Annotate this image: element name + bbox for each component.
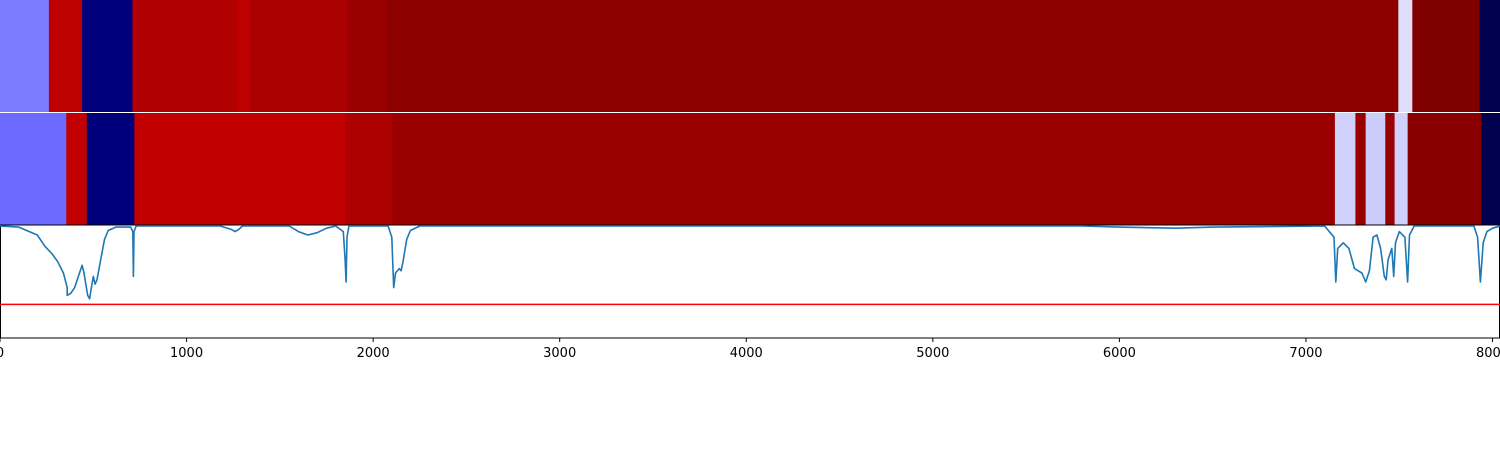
heatmap-cell-track1-3 — [82, 0, 134, 112]
heatmap-cell-track2-11 — [1394, 113, 1409, 225]
x-tick-label-2000: 2000 — [357, 346, 390, 361]
heatmap-cell-track2-4 — [134, 113, 346, 225]
heatmap-cell-track2-13 — [1481, 113, 1500, 225]
heatmap-cell-track1-11 — [1479, 0, 1500, 112]
heatmap-cell-track2-10 — [1385, 113, 1396, 225]
heatmap-cell-track1-7 — [347, 0, 387, 112]
heatmap-cell-track1-1 — [0, 0, 50, 112]
x-tick-label-0: 0 — [0, 346, 4, 361]
x-tick-label-3000: 3000 — [543, 346, 576, 361]
line-panel — [0, 224, 1500, 339]
heatmap-cell-track2-12 — [1407, 113, 1482, 225]
x-axis: 0 1000 2000 3000 4000 5000 6000 7000 8000 — [0, 338, 1500, 361]
heatmap-cell-track2-6 — [391, 113, 1336, 225]
heatmap-cell-track1-5 — [237, 0, 251, 112]
heatmap-cell-track2-1 — [0, 113, 67, 225]
x-tick-label-1000: 1000 — [170, 346, 203, 361]
x-tick-label-6000: 6000 — [1103, 346, 1136, 361]
heatmap-tracks — [0, 0, 1500, 225]
heatmap-cell-track2-7 — [1334, 113, 1357, 225]
line-panel-frame — [0, 224, 1500, 339]
heatmap-cell-track1-10 — [1412, 0, 1481, 112]
signal-line — [0, 225, 1500, 300]
x-tick-label-8000: 8000 — [1476, 346, 1500, 361]
x-tick-label-4000: 4000 — [730, 346, 763, 361]
heatmap-cell-track2-9 — [1365, 113, 1386, 225]
heatmap-cell-track1-9 — [1398, 0, 1413, 112]
heatmap-cell-track2-5 — [345, 113, 393, 225]
heatmap-cell-track2-2 — [66, 113, 88, 225]
heatmap-cell-track1-2 — [48, 0, 83, 112]
heatmap-cell-track1-8 — [386, 0, 1399, 112]
x-tick-label-7000: 7000 — [1289, 346, 1322, 361]
heatmap-cell-track2-3 — [86, 113, 135, 225]
heatmap-cell-track1-6 — [250, 0, 348, 112]
heatmap-cell-track1-4 — [132, 0, 239, 112]
heatmap-cell-track2-8 — [1355, 113, 1367, 225]
x-tick-label-5000: 5000 — [916, 346, 949, 361]
